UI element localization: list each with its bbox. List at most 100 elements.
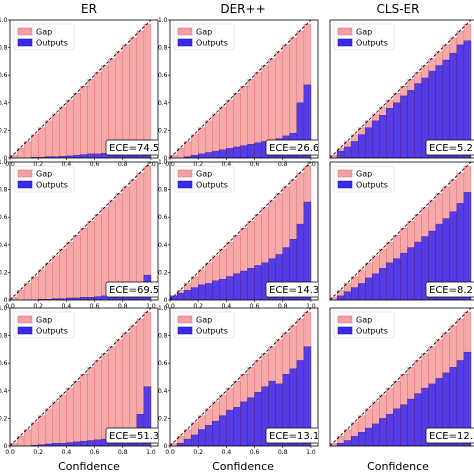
outputs-bar [400, 95, 408, 158]
outputs-bar [240, 270, 248, 300]
gap-bar [73, 234, 81, 300]
column-title-er: ER [81, 2, 97, 16]
x-tick-label: 0.4 [62, 449, 72, 456]
gap-bar [37, 415, 46, 446]
y-tick-label: 0.4 [0, 388, 8, 395]
outputs-bar [365, 427, 373, 446]
ece-box: ECE=69.54 [105, 281, 158, 298]
axes-frame [9, 161, 159, 301]
bars-group [330, 20, 472, 158]
y-tick-label: 0.2 [158, 269, 168, 276]
y-tick-label: 0.4 [158, 242, 168, 249]
ece-label: ECE=74.54 [109, 143, 166, 154]
outputs-bar [407, 90, 415, 158]
y-tick-label: 1.0 [158, 159, 168, 166]
x-tick-label: 0.2 [193, 303, 203, 310]
gap-bar [66, 99, 74, 158]
gap-bar [59, 248, 67, 300]
outputs-bar [372, 423, 380, 446]
legend-swatch-gap [337, 27, 353, 36]
panel-0-0: 00.20.40.60.81.00.00.20.40.60.81.0GapOut… [0, 17, 166, 168]
diagonal-reference-line [170, 20, 312, 158]
outputs-bar [414, 393, 422, 446]
outputs-bar [407, 247, 415, 300]
legend-swatch-outputs [337, 38, 353, 47]
outputs-bar [386, 262, 394, 300]
ece-box: ECE=74.54 [105, 139, 166, 156]
ece-label: ECE=8.2 [429, 285, 473, 296]
outputs-bar [205, 152, 213, 158]
y-tick-label: 1.0 [158, 17, 168, 24]
outputs-bar [197, 153, 206, 158]
outputs-bar [212, 420, 220, 446]
bars-group [170, 20, 312, 158]
legend-label-outputs: Outputs [36, 181, 68, 190]
outputs-bar [212, 280, 220, 300]
x-tick-label: 0.2 [33, 449, 43, 456]
outputs-bar [400, 404, 408, 446]
gap-bar [59, 394, 67, 446]
outputs-bar [393, 258, 401, 300]
outputs-bar [336, 443, 345, 446]
gap-bar [23, 429, 32, 446]
x-tick-label: 0.4 [222, 303, 232, 310]
panel-2-2: Gap Outputs ECE=12.3 [329, 307, 474, 447]
outputs-bar [303, 346, 312, 446]
outputs-bar [87, 297, 95, 300]
gap-bar [30, 276, 39, 300]
bars-group [330, 162, 472, 300]
x-tick-label: 1.0 [306, 161, 316, 168]
outputs-bar [400, 252, 408, 300]
legend: Gap Outputs [173, 311, 235, 339]
x-tick-label: 1.0 [306, 449, 316, 456]
outputs-bar [254, 391, 262, 446]
legend-label-outputs: Outputs [36, 327, 68, 336]
outputs-bar [463, 192, 472, 300]
bars-group [170, 308, 312, 446]
y-tick-label: 1.0 [0, 305, 8, 312]
y-tick-label: 0.8 [0, 333, 8, 340]
legend-label-outputs: Outputs [196, 181, 228, 190]
x-tick-label: 0.2 [33, 303, 43, 310]
ece-box: ECE=26.60 [265, 139, 326, 156]
y-tick-label: 0.4 [158, 388, 168, 395]
gap-bar [87, 221, 95, 300]
x-tick-label: 0.8 [278, 161, 288, 168]
gap-bar [45, 262, 53, 300]
y-tick-label: 0 [164, 443, 168, 450]
legend-swatch-gap [17, 27, 33, 36]
legend-swatch-outputs [337, 326, 353, 335]
axes-frame [329, 161, 474, 301]
ece-frame [265, 427, 318, 444]
ece-box: ECE=8.2 [425, 281, 474, 298]
gap-bar [45, 120, 53, 158]
outputs-bar [407, 398, 415, 446]
outputs-bar [247, 397, 255, 446]
bars-group [330, 308, 472, 446]
legend-label-gap: Gap [196, 316, 212, 325]
diagonal-reference-line [330, 162, 472, 300]
outputs-bar [233, 146, 241, 158]
ece-frame [265, 281, 318, 298]
outputs-bar [94, 439, 102, 446]
y-tick-label: 0.6 [0, 360, 8, 367]
gap-bar [52, 401, 60, 446]
x-tick-label: 0.6 [250, 449, 260, 456]
x-tick-label: 0.4 [62, 161, 72, 168]
y-tick-label: 0.6 [158, 360, 168, 367]
legend-swatch-gap [17, 169, 33, 178]
y-tick-label: 0.2 [0, 269, 8, 276]
gap-bar [190, 134, 199, 158]
legend-label-gap: Gap [356, 170, 372, 179]
outputs-bar [205, 425, 213, 446]
x-tick-label: 0.6 [90, 161, 100, 168]
legend-label-gap: Gap [196, 28, 212, 37]
outputs-bar [357, 134, 366, 158]
y-tick-label: 0.8 [158, 187, 168, 194]
gap-bar [59, 106, 67, 158]
outputs-bar [254, 142, 262, 158]
y-tick-label: 0.4 [0, 242, 8, 249]
gap-bar [143, 165, 152, 300]
x-tick-label: 0.0 [5, 303, 15, 310]
ece-label: ECE=26.60 [269, 143, 326, 154]
